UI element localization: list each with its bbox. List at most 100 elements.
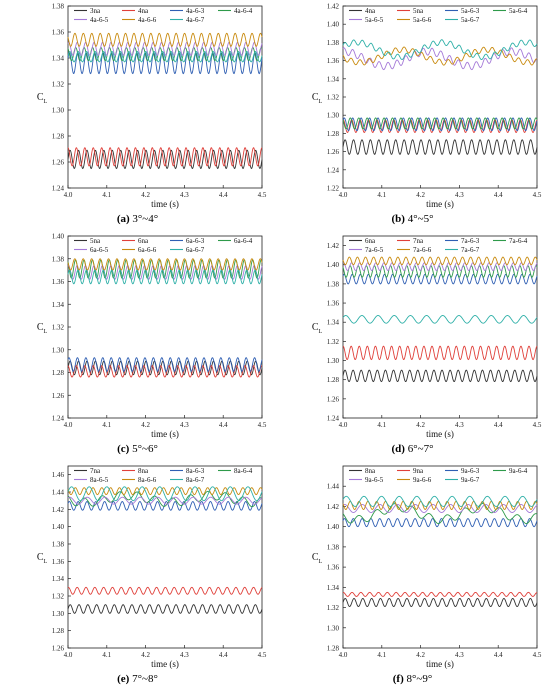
legend-label: 6na <box>365 237 376 245</box>
legend-label: 7a-6-6 <box>413 246 432 254</box>
x-tick-label: 4.2 <box>141 421 150 429</box>
legend-label: 8a-6-7 <box>186 476 205 484</box>
series-line-4a-6-6 <box>67 32 263 47</box>
legend-label: 8a-6-5 <box>90 476 109 484</box>
series-line-7a-6-7 <box>342 315 538 324</box>
x-tick-label: 4.2 <box>141 191 150 199</box>
x-tick-label: 4.4 <box>494 651 503 659</box>
y-tick-label: 1.28 <box>52 133 65 141</box>
x-axis-label: time (s) <box>426 199 454 209</box>
y-tick-label: 1.24 <box>52 185 65 193</box>
x-tick-label: 4.1 <box>102 191 111 199</box>
legend-label: 8na <box>365 467 376 475</box>
caption-text: 5°~6° <box>132 443 158 455</box>
y-tick-label: 1.34 <box>52 575 65 583</box>
series-line-6a-6-7 <box>67 269 263 285</box>
y-tick-label: 1.44 <box>327 483 340 491</box>
x-tick-label: 4.0 <box>339 191 348 199</box>
panel-caption: (e) 7°~8° <box>0 673 275 685</box>
series-line-9a-6-7 <box>342 495 538 507</box>
series-line-7a-6-4 <box>342 265 538 278</box>
legend-label: 3na <box>90 7 101 15</box>
series-line-4na <box>67 147 263 167</box>
y-tick-label: 1.28 <box>52 369 65 377</box>
x-tick-label: 4.0 <box>64 191 73 199</box>
series-line-7a-6-5 <box>342 262 538 271</box>
x-tick-label: 4.2 <box>416 421 425 429</box>
y-tick-label: 1.30 <box>327 357 340 365</box>
caption-label: (a) <box>116 213 130 225</box>
legend-label: 8a-6-4 <box>234 467 253 475</box>
y-tick-label: 1.32 <box>327 94 340 102</box>
y-tick-label: 1.38 <box>327 39 340 47</box>
y-tick-label: 1.44 <box>52 489 65 497</box>
y-tick-label: 1.24 <box>327 415 340 423</box>
x-tick-label: 4.0 <box>339 651 348 659</box>
x-tick-label: 4.5 <box>258 191 267 199</box>
legend-label: 6a-6-7 <box>186 246 205 254</box>
y-tick-label: 1.40 <box>52 233 65 241</box>
caption-label: (b) <box>391 213 405 225</box>
x-tick-label: 4.5 <box>533 651 542 659</box>
caption-text: 3°~4° <box>132 213 159 225</box>
y-tick-label: 1.36 <box>52 278 65 286</box>
x-axis-label: time (s) <box>151 659 179 669</box>
y-tick-label: 1.40 <box>52 523 65 531</box>
caption-label: (c) <box>117 443 130 455</box>
panel-caption: (d) 6°~7° <box>275 443 550 455</box>
legend-label: 7a-6-7 <box>461 246 480 254</box>
legend-label: 7a-6-3 <box>461 237 480 245</box>
legend-label: 7na <box>90 467 101 475</box>
legend-label: 5a-6-3 <box>461 7 480 15</box>
x-tick-label: 4.5 <box>533 191 542 199</box>
legend-label: 6na <box>138 237 149 245</box>
y-tick-label: 1.34 <box>52 55 65 63</box>
caption-text: 7°~8° <box>132 673 158 685</box>
y-tick-label: 1.26 <box>327 148 340 156</box>
legend-label: 4a-6-5 <box>90 16 109 24</box>
series-line-8na <box>342 597 538 608</box>
y-tick-label: 1.32 <box>52 81 65 89</box>
series-line-5a-6-6 <box>342 46 538 66</box>
series-line-7na <box>67 604 263 614</box>
y-tick-label: 1.32 <box>327 604 340 612</box>
y-tick-label: 1.36 <box>52 558 65 566</box>
y-tick-label: 1.26 <box>52 645 65 653</box>
legend-label: 6a-6-4 <box>234 237 253 245</box>
panel-caption: (a) 3°~4° <box>0 213 275 225</box>
legend-label: 9a-6-7 <box>461 476 480 484</box>
y-tick-label: 1.28 <box>327 645 340 653</box>
legend-label: 5a-6-7 <box>461 16 480 24</box>
legend-label: 5a-6-5 <box>365 16 384 24</box>
x-tick-label: 4.0 <box>64 421 73 429</box>
x-tick-label: 4.4 <box>219 421 228 429</box>
legend-label: 6a-6-6 <box>138 246 157 254</box>
series-line-9a-6-5 <box>342 503 538 513</box>
y-tick-label: 1.42 <box>327 503 340 511</box>
y-tick-label: 1.28 <box>327 130 340 138</box>
series-line-5a-6-7 <box>342 39 538 61</box>
legend-label: 9a-6-3 <box>461 467 480 475</box>
series-line-9a-6-4 <box>342 502 538 525</box>
y-tick-label: 1.38 <box>327 543 340 551</box>
legend-label: 9a-6-5 <box>365 476 384 484</box>
plot-frame <box>342 235 538 419</box>
y-tick-label: 1.30 <box>52 610 65 618</box>
series-line-5na <box>342 119 538 134</box>
panel-caption: (b) 4°~5° <box>275 213 550 225</box>
y-axis-label: CL <box>312 92 323 105</box>
x-tick-label: 4.5 <box>533 421 542 429</box>
series-line-7a-6-3 <box>342 273 538 285</box>
chart-panel-6: 1.28 1.30 1.32 1.34 1.36 1.38 1.40 1.42 1.44 4.0 4… <box>312 465 542 669</box>
y-tick-label: 1.28 <box>52 627 65 635</box>
y-tick-label: 1.40 <box>327 21 340 29</box>
series-line-5a-6-5 <box>342 47 538 71</box>
y-axis-label: CL <box>37 322 48 335</box>
x-tick-label: 4.0 <box>339 421 348 429</box>
y-axis-label: CL <box>37 552 48 565</box>
y-tick-label: 1.36 <box>327 564 340 572</box>
series-line-6a-6-6 <box>67 258 263 271</box>
x-tick-label: 4.0 <box>64 651 73 659</box>
legend-label: 5na <box>413 7 424 15</box>
y-tick-label: 1.34 <box>327 584 340 592</box>
